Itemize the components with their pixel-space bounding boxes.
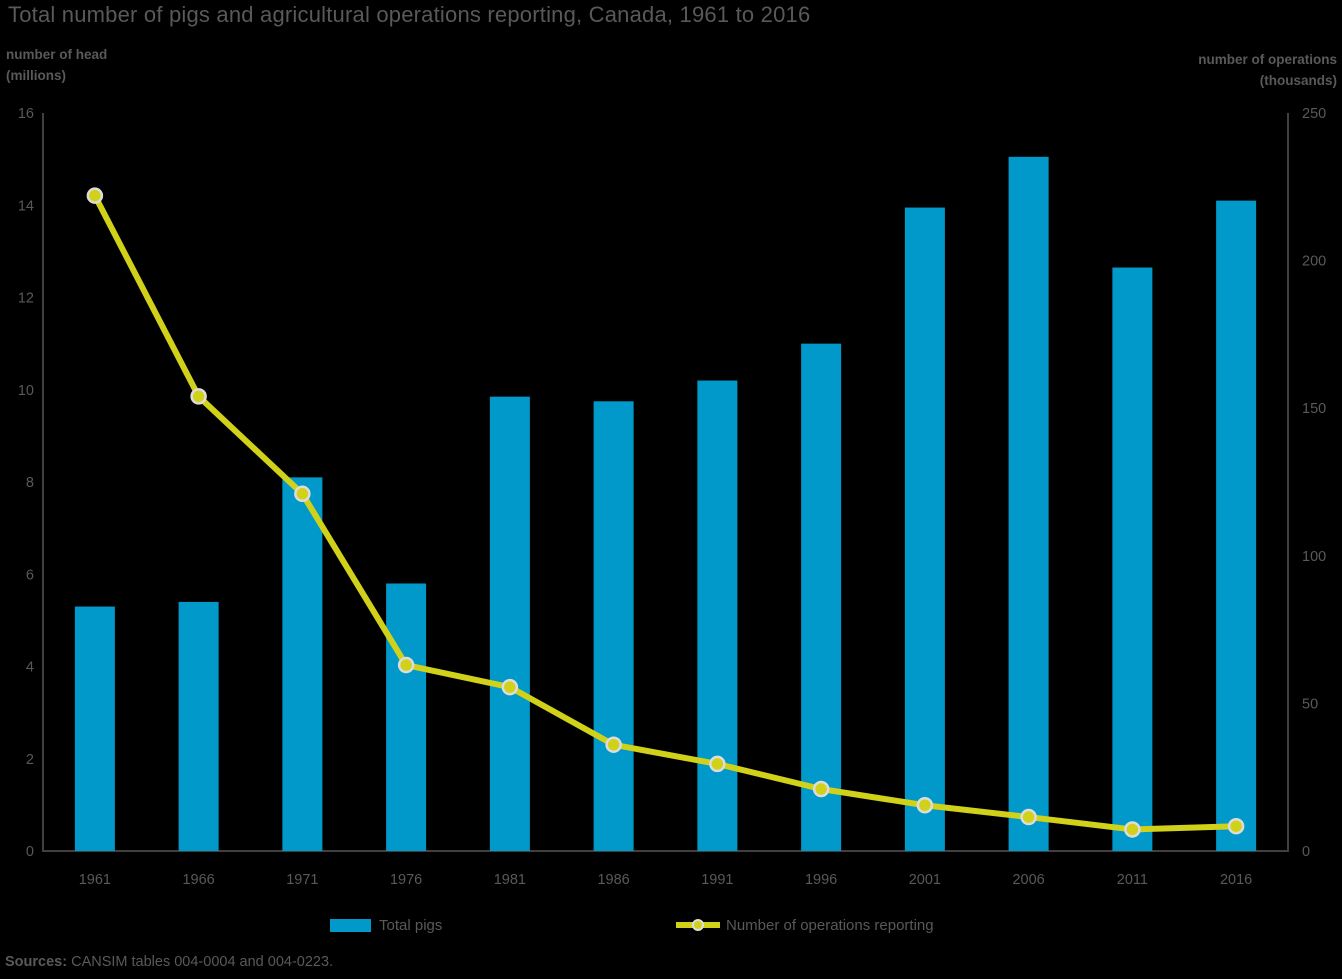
- legend-label-operations: Number of operations reporting: [726, 916, 934, 934]
- left-axis-tick-2: 2: [26, 752, 34, 768]
- bar-1991: [697, 380, 738, 851]
- left-axis-tick-4: 4: [26, 660, 34, 676]
- legend-label-total-pigs: Total pigs: [379, 916, 443, 934]
- marker-2006: [1020, 808, 1037, 826]
- x-axis-label-1966: 1966: [182, 872, 214, 888]
- x-axis-label-1976: 1976: [390, 872, 422, 888]
- marker-1976: [397, 656, 415, 674]
- legend-item-total-pigs: Total pigs: [330, 913, 442, 937]
- left-axis-tick-0: 0: [26, 844, 34, 860]
- marker-1996: [812, 780, 830, 798]
- legend-item-operations: Number of operations reporting: [676, 913, 934, 937]
- bar-1971: [282, 477, 323, 851]
- bar-1966: [178, 601, 219, 851]
- x-axis-label-2001: 2001: [909, 872, 941, 888]
- bar-1976: [386, 583, 427, 851]
- bar-2011: [1112, 267, 1153, 851]
- right-axis-unit-label: number of operations (thousands): [1198, 49, 1337, 91]
- bar-1986: [593, 401, 634, 851]
- x-axis-label-2006: 2006: [1012, 872, 1044, 888]
- bar-2001: [904, 207, 945, 851]
- right-axis-tick-150: 150: [1302, 401, 1326, 417]
- marker-1961: [86, 187, 104, 204]
- right-axis-tick-200: 200: [1302, 254, 1326, 270]
- left-axis-unit-label: number of head (millions): [6, 44, 107, 86]
- left-axis-tick-12: 12: [18, 291, 34, 307]
- operations-line: [92, 194, 1237, 833]
- left-axis-tick-16: 16: [18, 106, 34, 122]
- left-axis-tick-10: 10: [18, 383, 34, 399]
- x-axis-label-1981: 1981: [494, 872, 526, 888]
- marker-1981: [501, 678, 519, 696]
- sources-label: Sources:: [5, 954, 68, 970]
- bar-1961: [74, 606, 115, 851]
- left-axis-unit-line2: (millions): [6, 68, 66, 83]
- x-axis-label-1996: 1996: [805, 872, 837, 888]
- x-axis-label-1986: 1986: [597, 872, 629, 888]
- marker-2011: [1124, 821, 1141, 838]
- right-axis-tick-250: 250: [1302, 106, 1326, 122]
- bar-1996: [801, 343, 842, 851]
- bar-1981: [489, 396, 530, 851]
- left-axis-tick-14: 14: [18, 198, 34, 214]
- total-pigs-swatch: [330, 918, 371, 932]
- marker-1991: [709, 755, 726, 773]
- x-axis-label-2016: 2016: [1220, 872, 1252, 888]
- right-axis-tick-50: 50: [1302, 696, 1318, 712]
- bar-2016: [1216, 200, 1257, 851]
- x-axis-label-1991: 1991: [701, 872, 733, 888]
- right-axis-tick-0: 0: [1302, 844, 1310, 860]
- x-axis-label-1961: 1961: [79, 872, 111, 888]
- right-axis-unit-line1: number of operations: [1198, 52, 1337, 67]
- left-axis-tick-8: 8: [26, 475, 34, 491]
- left-axis-tick-6: 6: [26, 567, 34, 583]
- marker-1966: [190, 388, 207, 405]
- bar-2006: [1008, 156, 1049, 852]
- x-axis-label-2011: 2011: [1117, 872, 1148, 888]
- marker-2016: [1227, 817, 1245, 835]
- x-axis-label-1971: 1971: [286, 872, 318, 888]
- right-axis-unit-line2: (thousands): [1259, 73, 1337, 88]
- source-note: Sources: CANSIM tables 004-0004 and 004-…: [5, 954, 333, 970]
- marker-1971: [294, 485, 311, 503]
- chart-legend: Total pigs Number of operations reportin…: [0, 913, 1342, 937]
- operations-line-swatch: [676, 919, 720, 931]
- left-axis-unit-line1: number of head: [6, 47, 108, 62]
- sources-text: CANSIM tables 004-0004 and 004-0223.: [67, 954, 334, 970]
- chart-title: Total number of pigs and agricultural op…: [8, 2, 811, 27]
- operations-marker-icon: [692, 919, 704, 931]
- right-axis-tick-100: 100: [1302, 549, 1326, 565]
- marker-2001: [916, 796, 934, 814]
- marker-1986: [605, 736, 622, 753]
